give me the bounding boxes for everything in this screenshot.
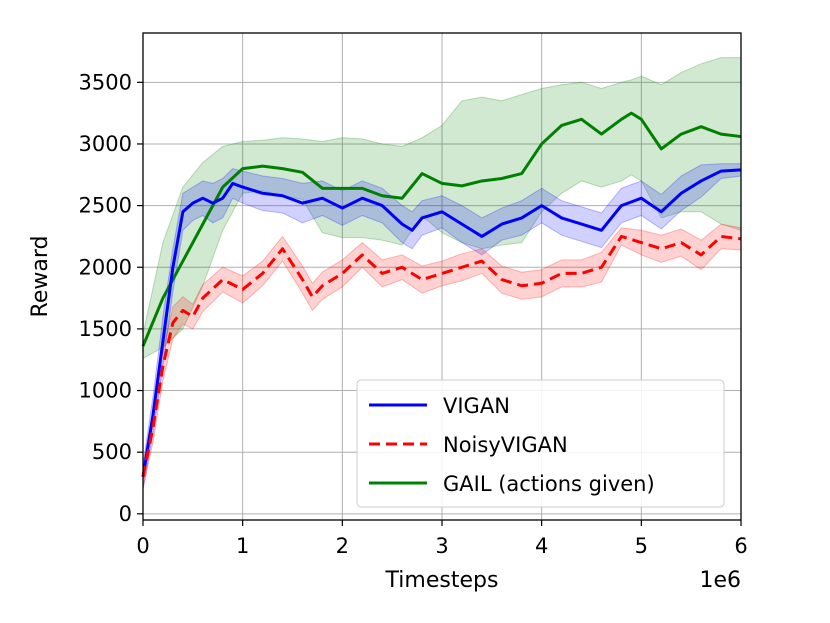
y-tick-label: 500 [92, 440, 132, 464]
x-tick-label: 1 [236, 534, 249, 558]
series-lines [141, 111, 742, 478]
legend: VIGAN NoisyVIGAN GAIL (actions given) [356, 379, 725, 508]
legend-box [356, 379, 725, 508]
x-axis-offset-label: 1e6 [699, 568, 741, 593]
x-axis-label: Timesteps [385, 568, 499, 593]
y-tick-label: 1500 [79, 317, 132, 341]
x-axis-ticks: 0 1 2 3 4 5 6 [136, 520, 748, 558]
gail-actions-given-legend-label: GAIL (actions given) [443, 472, 655, 496]
y-tick-label: 2000 [79, 255, 132, 279]
x-tick-label: 2 [336, 534, 349, 558]
noisyvigan-line [141, 234, 742, 478]
y-axis-ticks: 0 500 1000 1500 2000 2500 3000 3500 [79, 70, 143, 526]
x-tick-label: 5 [635, 534, 648, 558]
y-axis-label: Reward [28, 236, 53, 318]
x-tick-label: 0 [136, 534, 149, 558]
y-tick-label: 3500 [79, 70, 132, 94]
noisyvigan-legend-label: NoisyVIGAN [443, 433, 568, 457]
y-tick-label: 1000 [79, 379, 132, 403]
y-tick-label: 2500 [79, 194, 132, 218]
x-tick-label: 4 [535, 534, 548, 558]
y-tick-label: 3000 [79, 132, 132, 156]
x-tick-label: 6 [734, 534, 747, 558]
x-tick-label: 3 [435, 534, 448, 558]
gail-actions-given-line [141, 111, 742, 347]
y-tick-label: 0 [119, 502, 132, 526]
vigan-line [141, 168, 742, 478]
vigan-legend-label: VIGAN [443, 394, 510, 418]
confidence-bands [142, 57, 742, 490]
